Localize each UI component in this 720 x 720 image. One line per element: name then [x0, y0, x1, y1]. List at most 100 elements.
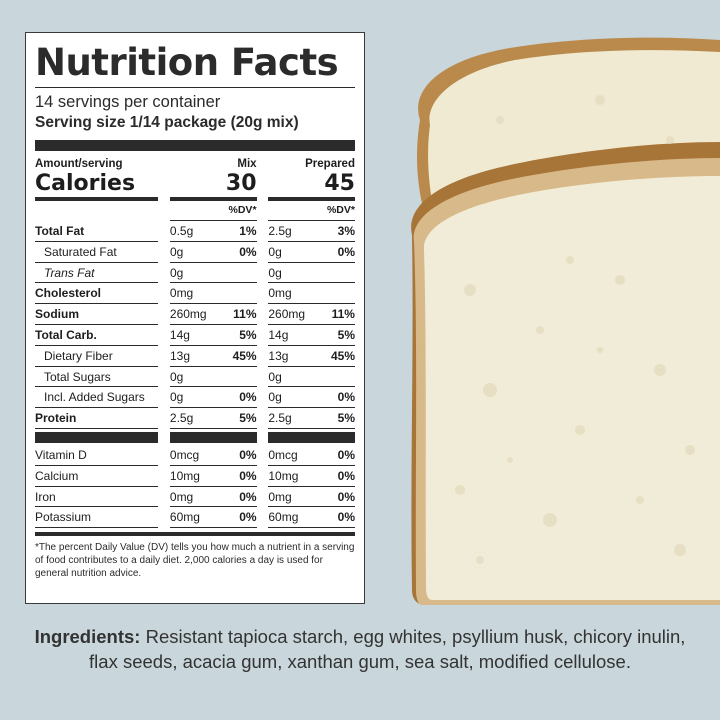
prepared-percent-dv: 5% [337, 327, 355, 342]
mix-amount: 0mg [169, 286, 194, 301]
prepared-percent-dv: 3% [337, 224, 355, 238]
mix-value-cell: 0g 0% [169, 242, 257, 263]
prepared-value-cell: 0g 0% [268, 242, 356, 263]
mix-header: Mix [237, 158, 257, 170]
nutrient-name: Total Fat [35, 221, 159, 242]
calories-row: Amount/serving Calories Mix 30 Prepared … [35, 157, 355, 201]
mix-percent-dv: 0% [239, 489, 257, 504]
nutrient-name: Calcium [35, 466, 159, 487]
title-rule [35, 87, 355, 88]
prepared-percent-dv: 0% [337, 244, 356, 259]
footnote-rule [35, 532, 355, 537]
mix-value-cell: 0g [169, 367, 257, 388]
nutrient-row: Potassium 60mg 0% 60mg 0% [35, 507, 355, 529]
vitamin-table: Vitamin D 0mcg 0% 0mcg 0% Calcium 10mg 0% 10mg 0%… [35, 445, 355, 529]
prepared-amount: 0mg [268, 489, 292, 504]
amount-per-serving: Amount/serving [35, 158, 123, 170]
prepared-value-cell: 0g [268, 263, 356, 284]
prepared-percent-dv: 0% [337, 510, 355, 525]
prepared-amount: 0g [268, 369, 282, 384]
prepared-value-cell: 260mg 11% [268, 304, 355, 325]
nutrient-name: Saturated Fat [35, 242, 159, 263]
mix-value-cell: 0g 0% [169, 387, 257, 409]
mix-percent-dv: 0% [239, 390, 257, 405]
prepared-percent-dv: 5% [337, 411, 355, 426]
nutrient-row: Trans Fat 0g 0g [35, 263, 356, 284]
mix-amount: 60mg [169, 510, 200, 525]
calories-label-cell: Amount/serving Calories [35, 157, 159, 201]
prepared-amount: 0mg [268, 286, 292, 301]
prepared-percent-dv: 11% [331, 307, 355, 322]
prepared-percent-dv: 0% [337, 447, 355, 462]
nutrient-name: Total Sugars [35, 367, 159, 388]
vitamin-divider [35, 431, 355, 443]
nutrient-row: Incl. Added Sugars 0g 0% 0g 0% [35, 387, 356, 409]
nutrient-row: Dietary Fiber 13g 45% 13g 45% [35, 346, 356, 367]
mix-amount: 2.5g [169, 411, 194, 426]
ingredients-text: Resistant tapioca starch, egg whites, ps… [89, 626, 686, 672]
mix-amount: 10mg [169, 468, 200, 483]
mix-dv-header: %DV* [169, 201, 257, 221]
mix-amount: 13g [169, 348, 191, 363]
mix-underline [169, 197, 257, 201]
prepared-percent-dv: 0% [337, 489, 355, 504]
nutrient-row: Vitamin D 0mcg 0% 0mcg 0% [35, 445, 355, 466]
prepared-percent-dv: 0% [337, 468, 355, 483]
mix-percent-dv: 5% [239, 411, 257, 426]
prepared-amount: 13g [268, 348, 289, 363]
mix-value-cell: 0.5g 1% [169, 221, 257, 242]
ingredients-block: Ingredients: Resistant tapioca starch, e… [30, 624, 690, 674]
mix-value-cell: 60mg 0% [169, 507, 257, 529]
prepared-value-cell: 10mg 0% [268, 466, 355, 487]
prepared-underline [268, 197, 355, 201]
mix-percent-dv: 0% [239, 510, 257, 525]
nutrient-table: Total Fat 0.5g 1% 2.5g 3% Saturated Fat 0g 0% 0g… [35, 221, 356, 429]
nutrient-name: Potassium [35, 507, 159, 529]
prepared-value-cell: 0mcg 0% [268, 445, 355, 466]
nutrient-row: Total Fat 0.5g 1% 2.5g 3% [35, 221, 355, 242]
mix-value-cell: 2.5g 5% [169, 408, 257, 429]
mix-amount: 0g [169, 265, 184, 280]
mix-value-cell: 260mg 11% [169, 304, 257, 325]
prepared-value-cell: 14g 5% [268, 325, 355, 346]
prepared-amount: 2.5g [268, 411, 292, 426]
nutrient-row: Calcium 10mg 0% 10mg 0% [35, 466, 355, 487]
nutrient-row: Total Sugars 0g 0g [35, 367, 356, 388]
prepared-value-cell: 0g [268, 367, 356, 388]
prepared-amount: 260mg [268, 307, 306, 322]
mix-value-cell: 13g 45% [169, 346, 257, 367]
mix-value-cell: 0mg [169, 283, 257, 305]
nutrient-name: Sodium [35, 304, 159, 325]
calories-underline [35, 197, 159, 201]
prepared-amount: 2.5g [268, 224, 292, 238]
prepared-dv-header: %DV* [268, 201, 355, 221]
ingredients-heading: Ingredients: [34, 626, 141, 647]
mix-amount: 0g [169, 390, 184, 405]
prepared-amount: 60mg [268, 510, 299, 525]
prepared-header: Prepared [305, 158, 355, 170]
prepared-value-cell: 0mg 0% [268, 487, 355, 508]
prepared-value-cell: 0mg [268, 283, 355, 305]
mix-percent-dv: 45% [232, 348, 257, 363]
nutrient-name: Vitamin D [35, 445, 159, 466]
mix-amount: 0g [169, 369, 184, 384]
nutrient-name: Protein [35, 408, 159, 429]
mix-amount: 0mcg [169, 447, 200, 462]
nutrient-name: Iron [35, 487, 159, 508]
mix-percent-dv: 1% [239, 224, 257, 238]
mix-amount: 0g [169, 244, 184, 259]
prepared-calories: 45 [324, 171, 355, 196]
dv-footnote: *The percent Daily Value (DV) tells you … [35, 542, 355, 580]
bread-slices-image [411, 37, 720, 605]
nutrient-name: Total Carb. [35, 325, 159, 346]
mix-value-cell: 0mcg 0% [169, 445, 257, 466]
prepared-value-cell: 13g 45% [268, 346, 356, 367]
mix-percent-dv: 5% [239, 327, 257, 342]
mix-percent-dv: 11% [233, 307, 257, 322]
nutrient-row: Total Carb. 14g 5% 14g 5% [35, 325, 355, 346]
nutrient-row: Saturated Fat 0g 0% 0g 0% [35, 242, 356, 263]
nutrient-row: Sodium 260mg 11% 260mg 11% [35, 304, 355, 325]
calories-label: Calories [35, 171, 136, 196]
nutrition-facts-title: Nutrition Facts [35, 41, 339, 84]
mix-calories-cell: Mix 30 [169, 157, 257, 201]
